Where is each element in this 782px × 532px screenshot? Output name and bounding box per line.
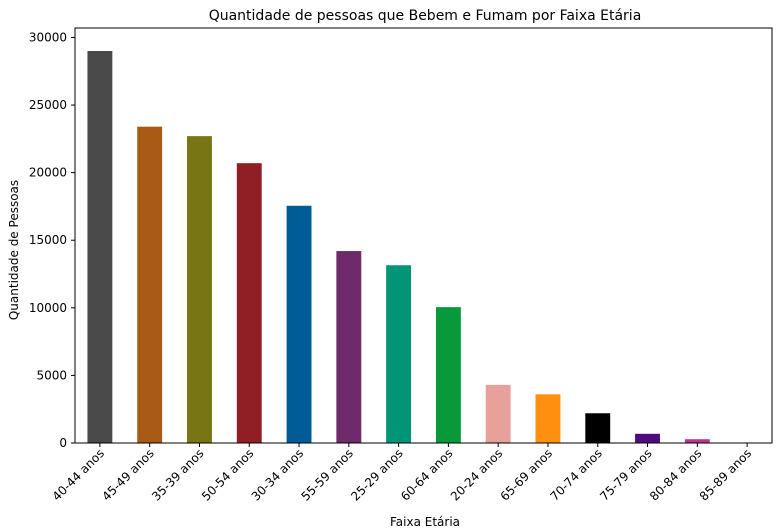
x-tick-label: 80-84 anos: [647, 446, 704, 503]
bar-50-54-anos: [236, 163, 262, 444]
y-tick-label: 15000: [29, 233, 67, 247]
x-tick-label: 60-64 anos: [398, 446, 455, 503]
x-tick-label: 45-49 anos: [99, 446, 156, 503]
x-tick-label: 65-69 anos: [498, 446, 555, 503]
plot-frame: [74, 27, 773, 444]
x-tick-label: 75-79 anos: [597, 446, 654, 503]
bar-70-74-anos: [585, 413, 611, 443]
bar-60-64-anos: [435, 307, 461, 443]
x-tick-label: 20-24 anos: [448, 446, 505, 503]
x-tick-label: 30-34 anos: [249, 446, 306, 503]
bar-25-29-anos: [386, 265, 412, 443]
x-tick-label: 85-89 anos: [697, 446, 754, 503]
chart-title: Quantidade de pessoas que Bebem e Fumam …: [209, 8, 642, 24]
y-tick-label: 25000: [29, 98, 67, 112]
y-tick-label: 30000: [29, 30, 67, 44]
y-axis-title: Quantidade de Pessoas: [7, 180, 21, 320]
bar-40-44-anos: [87, 50, 113, 443]
y-tick-label: 0: [59, 436, 67, 450]
bar-35-39-anos: [187, 136, 212, 444]
x-tick-label: 50-54 anos: [199, 446, 256, 503]
bar-80-84-anos: [684, 439, 710, 443]
x-tick-label: 70-74 anos: [547, 446, 604, 503]
x-tick-label: 35-39 anos: [149, 446, 206, 503]
y-tick-label: 5000: [36, 368, 67, 382]
y-tick-label: 10000: [29, 301, 67, 315]
y-axis: 0 5000 10000 15000 20000 25000 30000: [29, 30, 75, 450]
bars-group: [87, 50, 760, 444]
x-tick-label: 40-44 anos: [50, 446, 107, 503]
bar-75-79-anos: [635, 433, 660, 443]
x-tick-label: 25-29 anos: [348, 446, 405, 503]
x-tick-label: 55-59 anos: [298, 446, 355, 503]
bar-30-34-anos: [286, 205, 312, 443]
y-tick-label: 20000: [29, 166, 67, 180]
x-axis-title: Faixa Etária: [390, 515, 460, 529]
bar-65-69-anos: [535, 394, 561, 443]
bar-55-59-anos: [336, 251, 362, 443]
bar-20-24-anos: [485, 384, 511, 443]
bar-45-49-anos: [137, 126, 163, 443]
